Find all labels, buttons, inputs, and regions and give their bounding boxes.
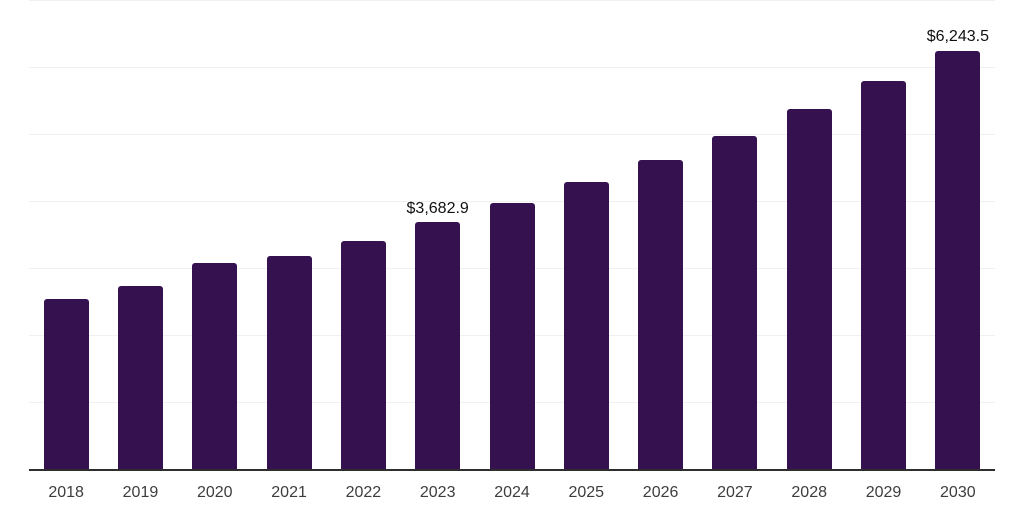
x-tick-label: 2028 <box>791 484 827 501</box>
x-tick-label: 2021 <box>271 484 307 501</box>
gridline <box>29 0 995 1</box>
bar-2030 <box>935 50 981 469</box>
x-tick-label: 2024 <box>494 484 530 501</box>
bar-2029 <box>861 81 907 469</box>
bar-2023 <box>415 222 461 469</box>
gridline <box>29 67 995 68</box>
x-tick-label: 2018 <box>48 484 84 501</box>
x-axis: 2018 2019 2020 2021 2022 2023 2024 2025 2026 2027… <box>29 471 995 512</box>
gridline <box>29 134 995 135</box>
x-tick-label: 2019 <box>122 484 159 501</box>
gridline <box>29 201 995 202</box>
x-tick-label: 2022 <box>345 484 382 501</box>
bar-2019 <box>117 286 163 469</box>
bar-2025 <box>563 181 609 469</box>
x-tick-label: 2023 <box>419 484 456 501</box>
bar-2024 <box>489 203 535 469</box>
x-tick-label: 2025 <box>568 484 605 501</box>
bar-2020 <box>192 262 238 469</box>
plot-area: $3,682.9 $6,243.5 <box>29 0 995 471</box>
bar-value-label: $6,243.5 <box>926 28 989 46</box>
bar-2018 <box>43 298 89 469</box>
x-tick-label: 2029 <box>865 484 902 501</box>
x-tick-label: 2020 <box>196 484 233 501</box>
bar-2027 <box>712 136 758 469</box>
bar-2026 <box>638 160 684 469</box>
x-tick-label: 2027 <box>717 484 753 501</box>
x-tick-label: 2026 <box>642 484 679 501</box>
bar-2022 <box>340 240 386 469</box>
x-tick-label: 2030 <box>940 484 976 501</box>
bar-value-label: $3,682.9 <box>406 199 469 217</box>
bar-2028 <box>786 109 832 469</box>
bar-2021 <box>266 255 312 469</box>
